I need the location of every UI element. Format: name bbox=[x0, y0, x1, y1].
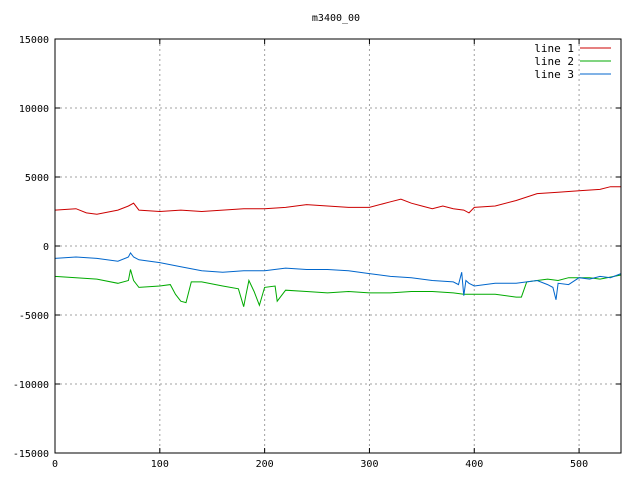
series-line-1 bbox=[54, 186, 621, 215]
y-tick-label: -15000 bbox=[13, 449, 49, 460]
y-tick-label: -5000 bbox=[19, 311, 49, 322]
series-line-3 bbox=[54, 251, 622, 300]
x-tick-label: 300 bbox=[360, 459, 378, 470]
legend-label-3: line 3 bbox=[534, 68, 574, 81]
series-lines bbox=[54, 186, 622, 307]
legend-label-1: line 1 bbox=[534, 42, 574, 55]
x-tick-label: 200 bbox=[256, 459, 274, 470]
y-tick-label: 15000 bbox=[19, 35, 49, 46]
y-tick-label: 10000 bbox=[19, 104, 49, 115]
x-tick-label: 500 bbox=[570, 459, 588, 470]
x-tick-label: 0 bbox=[52, 459, 58, 470]
x-tick-label: 400 bbox=[465, 459, 483, 470]
y-tick-label: 0 bbox=[43, 242, 49, 253]
plot-frame bbox=[54, 38, 622, 454]
y-tick-label: 5000 bbox=[25, 173, 49, 184]
chart-title: m3400_00 bbox=[312, 13, 360, 24]
axis-ticks: 0 100 200 300 400 500 -15000 -10000 -5000 0 5000 10… bbox=[13, 35, 621, 470]
legend-label-2: line 2 bbox=[534, 55, 574, 68]
series-line-2 bbox=[54, 269, 622, 307]
grid-lines bbox=[55, 39, 621, 453]
y-tick-label: -10000 bbox=[13, 380, 49, 391]
x-tick-label: 100 bbox=[151, 459, 169, 470]
